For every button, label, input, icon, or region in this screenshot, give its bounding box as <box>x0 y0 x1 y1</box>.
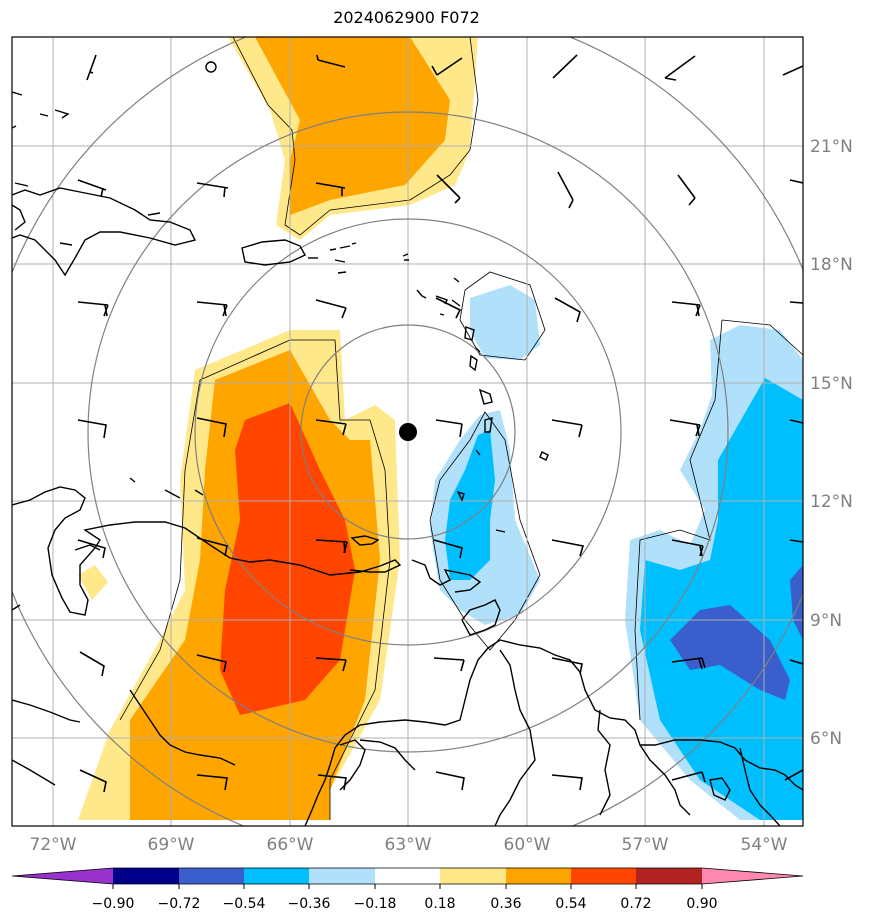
colorbar-max-extension <box>702 868 803 884</box>
colorbar-bin <box>440 868 506 884</box>
small-island-marker <box>205 61 217 73</box>
contour-lines <box>119 37 803 820</box>
colorbar-bin <box>309 868 375 884</box>
colorbar-tick-label: −0.36 <box>288 896 331 912</box>
colorbar-tick-label: −0.72 <box>158 896 201 912</box>
colorbar-bin <box>571 868 636 884</box>
colorbar-tick-label: −0.18 <box>354 896 397 912</box>
lon-label: 66°W <box>267 835 314 855</box>
plot-frame <box>11 36 804 827</box>
colorbar-bin <box>179 868 244 884</box>
wind-barbs <box>77 54 803 793</box>
colorbar-tick-label: 0.90 <box>686 896 717 912</box>
colorbar-tick-label: 0.54 <box>555 896 586 912</box>
storm-center-marker <box>399 423 417 441</box>
colorbar-bin <box>375 868 440 884</box>
positive-anomaly-south <box>78 330 400 820</box>
colorbar-tick-label: 0.18 <box>424 896 455 912</box>
negative-anomaly-east <box>625 325 803 820</box>
lat-label: 21°N <box>810 137 853 157</box>
colorbar-tick-label: −0.90 <box>92 896 135 912</box>
colorbar-bin <box>244 868 309 884</box>
colorbar-bin <box>636 868 702 884</box>
colorbar-tick-label: −0.54 <box>223 896 266 912</box>
map-title: 2024062900 F072 <box>333 8 480 27</box>
lat-label: 9°N <box>810 611 842 631</box>
lon-label: 60°W <box>504 835 551 855</box>
lat-label: 12°N <box>810 492 853 512</box>
lon-label: 57°W <box>622 835 669 855</box>
negative-anomaly-windward <box>430 285 540 625</box>
range-rings <box>12 37 803 826</box>
colorbar-bin <box>113 868 179 884</box>
lat-label: 6°N <box>810 729 842 749</box>
lon-label: 63°W <box>385 835 432 855</box>
colorbar: −0.90 −0.72 −0.54 −0.36 −0.18 0.18 0.36 … <box>11 867 804 912</box>
lat-label: 15°N <box>810 374 853 394</box>
lat-label: 18°N <box>810 255 853 275</box>
latitude-labels: 21°N 18°N 15°N 12°N 9°N 6°N <box>810 137 853 749</box>
colorbar-min-extension <box>12 868 113 884</box>
colorbar-tick-label: 0.72 <box>620 896 651 912</box>
colorbar-bin <box>506 868 571 884</box>
map-plot-area <box>12 37 803 826</box>
colorbar-tick-label: 0.36 <box>490 896 521 912</box>
longitude-labels: 72°W 69°W 66°W 63°W 60°W 57°W 54°W <box>30 835 788 855</box>
coastlines <box>12 91 803 826</box>
graticule <box>12 37 803 826</box>
lon-label: 72°W <box>30 835 77 855</box>
lon-label: 54°W <box>741 835 788 855</box>
lon-label: 69°W <box>148 835 195 855</box>
